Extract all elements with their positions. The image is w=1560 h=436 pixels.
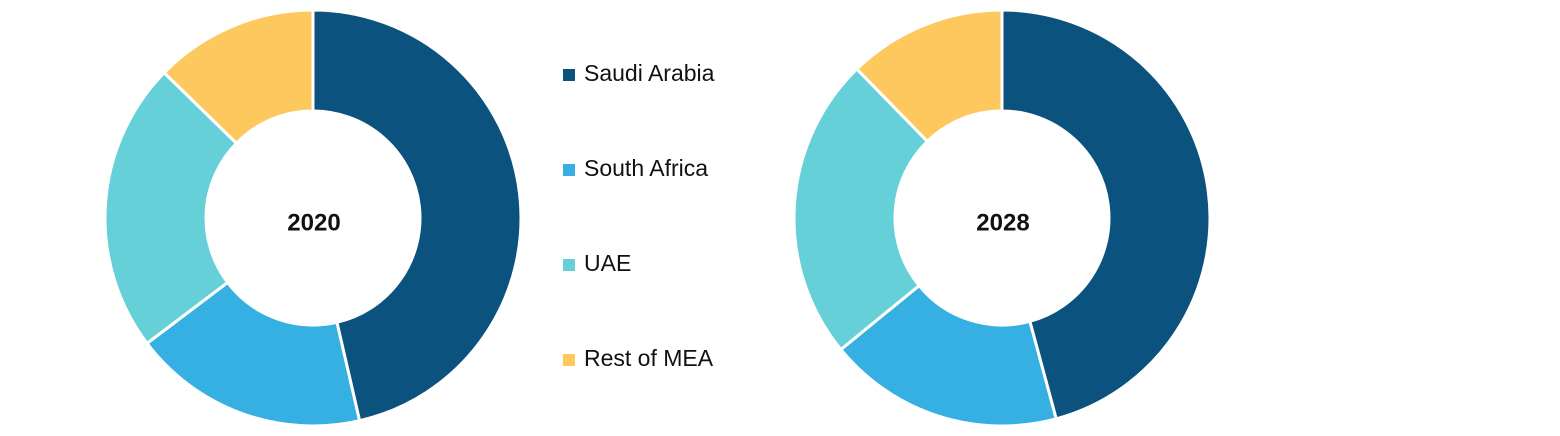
legend-swatch [563,164,575,176]
legend-swatch [563,69,575,81]
legend-swatch [563,259,575,271]
chart-title: 2028 [976,209,1029,236]
legend-label: Saudi Arabia [584,60,715,86]
legend-label: South Africa [584,155,708,181]
legend-label: Rest of MEA [584,345,714,371]
donut-slice [311,8,523,423]
donut-slice [1000,8,1212,421]
donut-slice [792,66,930,352]
donut-slice [103,70,239,346]
legend-label: UAE [584,250,631,276]
donut-slice [144,280,362,428]
donut-slice [838,283,1059,428]
chart-title: 2020 [287,209,340,236]
legend-swatch [563,354,575,366]
